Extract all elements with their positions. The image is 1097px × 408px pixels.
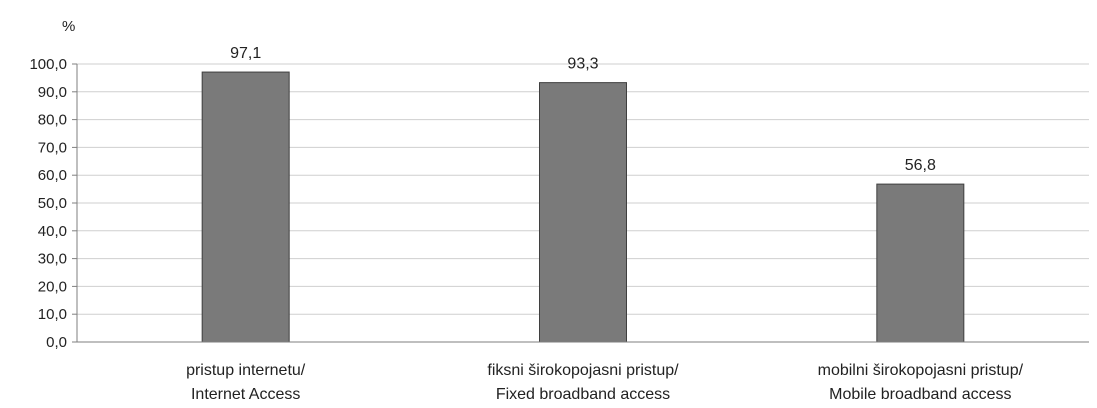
- y-tick-label: 30,0: [38, 251, 67, 268]
- bars: 97,1 93,3 56,8: [201, 45, 965, 343]
- y-tick-label: 0,0: [46, 334, 67, 351]
- x-category-label: Mobile broadband access: [829, 386, 1011, 403]
- y-tick-label: 70,0: [38, 139, 67, 156]
- bar: [876, 183, 965, 343]
- y-tick-label: 50,0: [38, 195, 67, 212]
- x-category-label: fiksni širokopojasni pristup/: [487, 362, 679, 379]
- data-label: 97,1: [230, 45, 261, 62]
- x-category-label: mobilni širokopojasni pristup/: [818, 362, 1024, 379]
- data-label: 56,8: [905, 157, 936, 174]
- y-tick-label: 10,0: [38, 306, 67, 323]
- bar: [201, 71, 290, 343]
- x-category-label: Internet Access: [191, 386, 300, 403]
- axes: [76, 64, 1089, 343]
- bar: [539, 82, 627, 343]
- y-tick-label: 40,0: [38, 223, 67, 240]
- y-tick-label: 100,0: [29, 56, 67, 73]
- y-tick-label: 20,0: [38, 278, 67, 295]
- data-label: 93,3: [567, 56, 598, 73]
- y-tick-label: 90,0: [38, 84, 67, 101]
- x-axis-labels: pristup internetu/Internet Access fiksni …: [186, 362, 1024, 403]
- y-tick-label: 80,0: [38, 112, 67, 129]
- y-tick-label: 60,0: [38, 167, 67, 184]
- y-axis-ticks: 0,0 10,0 20,0 30,0 40,0 50,0 60,0 70,0 80,0 90,0 1…: [29, 56, 77, 351]
- x-category-label: Fixed broadband access: [496, 386, 670, 403]
- x-category-label: pristup internetu/: [186, 362, 306, 379]
- y-unit-label: %: [62, 18, 75, 35]
